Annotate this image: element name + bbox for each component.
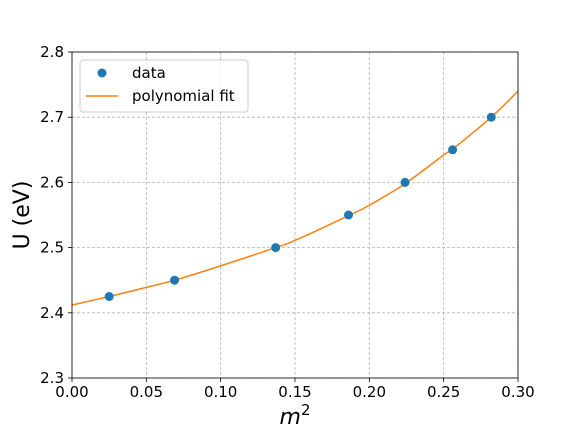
y-tick-label: 2.6 — [40, 173, 64, 191]
data-point — [400, 177, 410, 187]
data-point — [104, 292, 114, 301]
x-tick-label: 0.10 — [204, 383, 237, 401]
legend-label-fit: polynomial fit — [132, 87, 235, 105]
y-tick-label: 2.8 — [40, 43, 64, 61]
legend-box — [79, 59, 249, 113]
y-tick-label: 2.5 — [40, 239, 64, 257]
plot-area — [71, 90, 519, 306]
x-tick-label: 0.05 — [130, 383, 163, 401]
ticks: 0.00 0.05 0.10 0.15 0.20 0.25 0.30 2.3 2.4 2.5 2.6… — [40, 43, 535, 401]
data-point — [170, 275, 180, 285]
y-tick-label: 2.4 — [40, 304, 64, 322]
x-tick-label: 0.20 — [353, 383, 386, 401]
data-point — [271, 243, 281, 253]
x-tick-label: 0.15 — [278, 383, 311, 401]
data-point — [344, 210, 354, 220]
x-axis-label: m2 — [280, 401, 311, 430]
legend-marker-data — [97, 68, 107, 78]
y-tick-label: 2.3 — [40, 369, 64, 387]
data-point — [486, 112, 496, 122]
x-tick-label: 0.25 — [427, 383, 460, 401]
legend-label-data: data — [132, 64, 166, 82]
legend: data polynomial fit — [79, 59, 249, 113]
x-tick-label: 0.30 — [501, 383, 534, 401]
data-point — [448, 145, 458, 155]
y-axis-label: U (eV) — [10, 181, 35, 250]
x-tick-label: 0.00 — [55, 383, 88, 401]
y-tick-label: 2.7 — [40, 108, 64, 126]
